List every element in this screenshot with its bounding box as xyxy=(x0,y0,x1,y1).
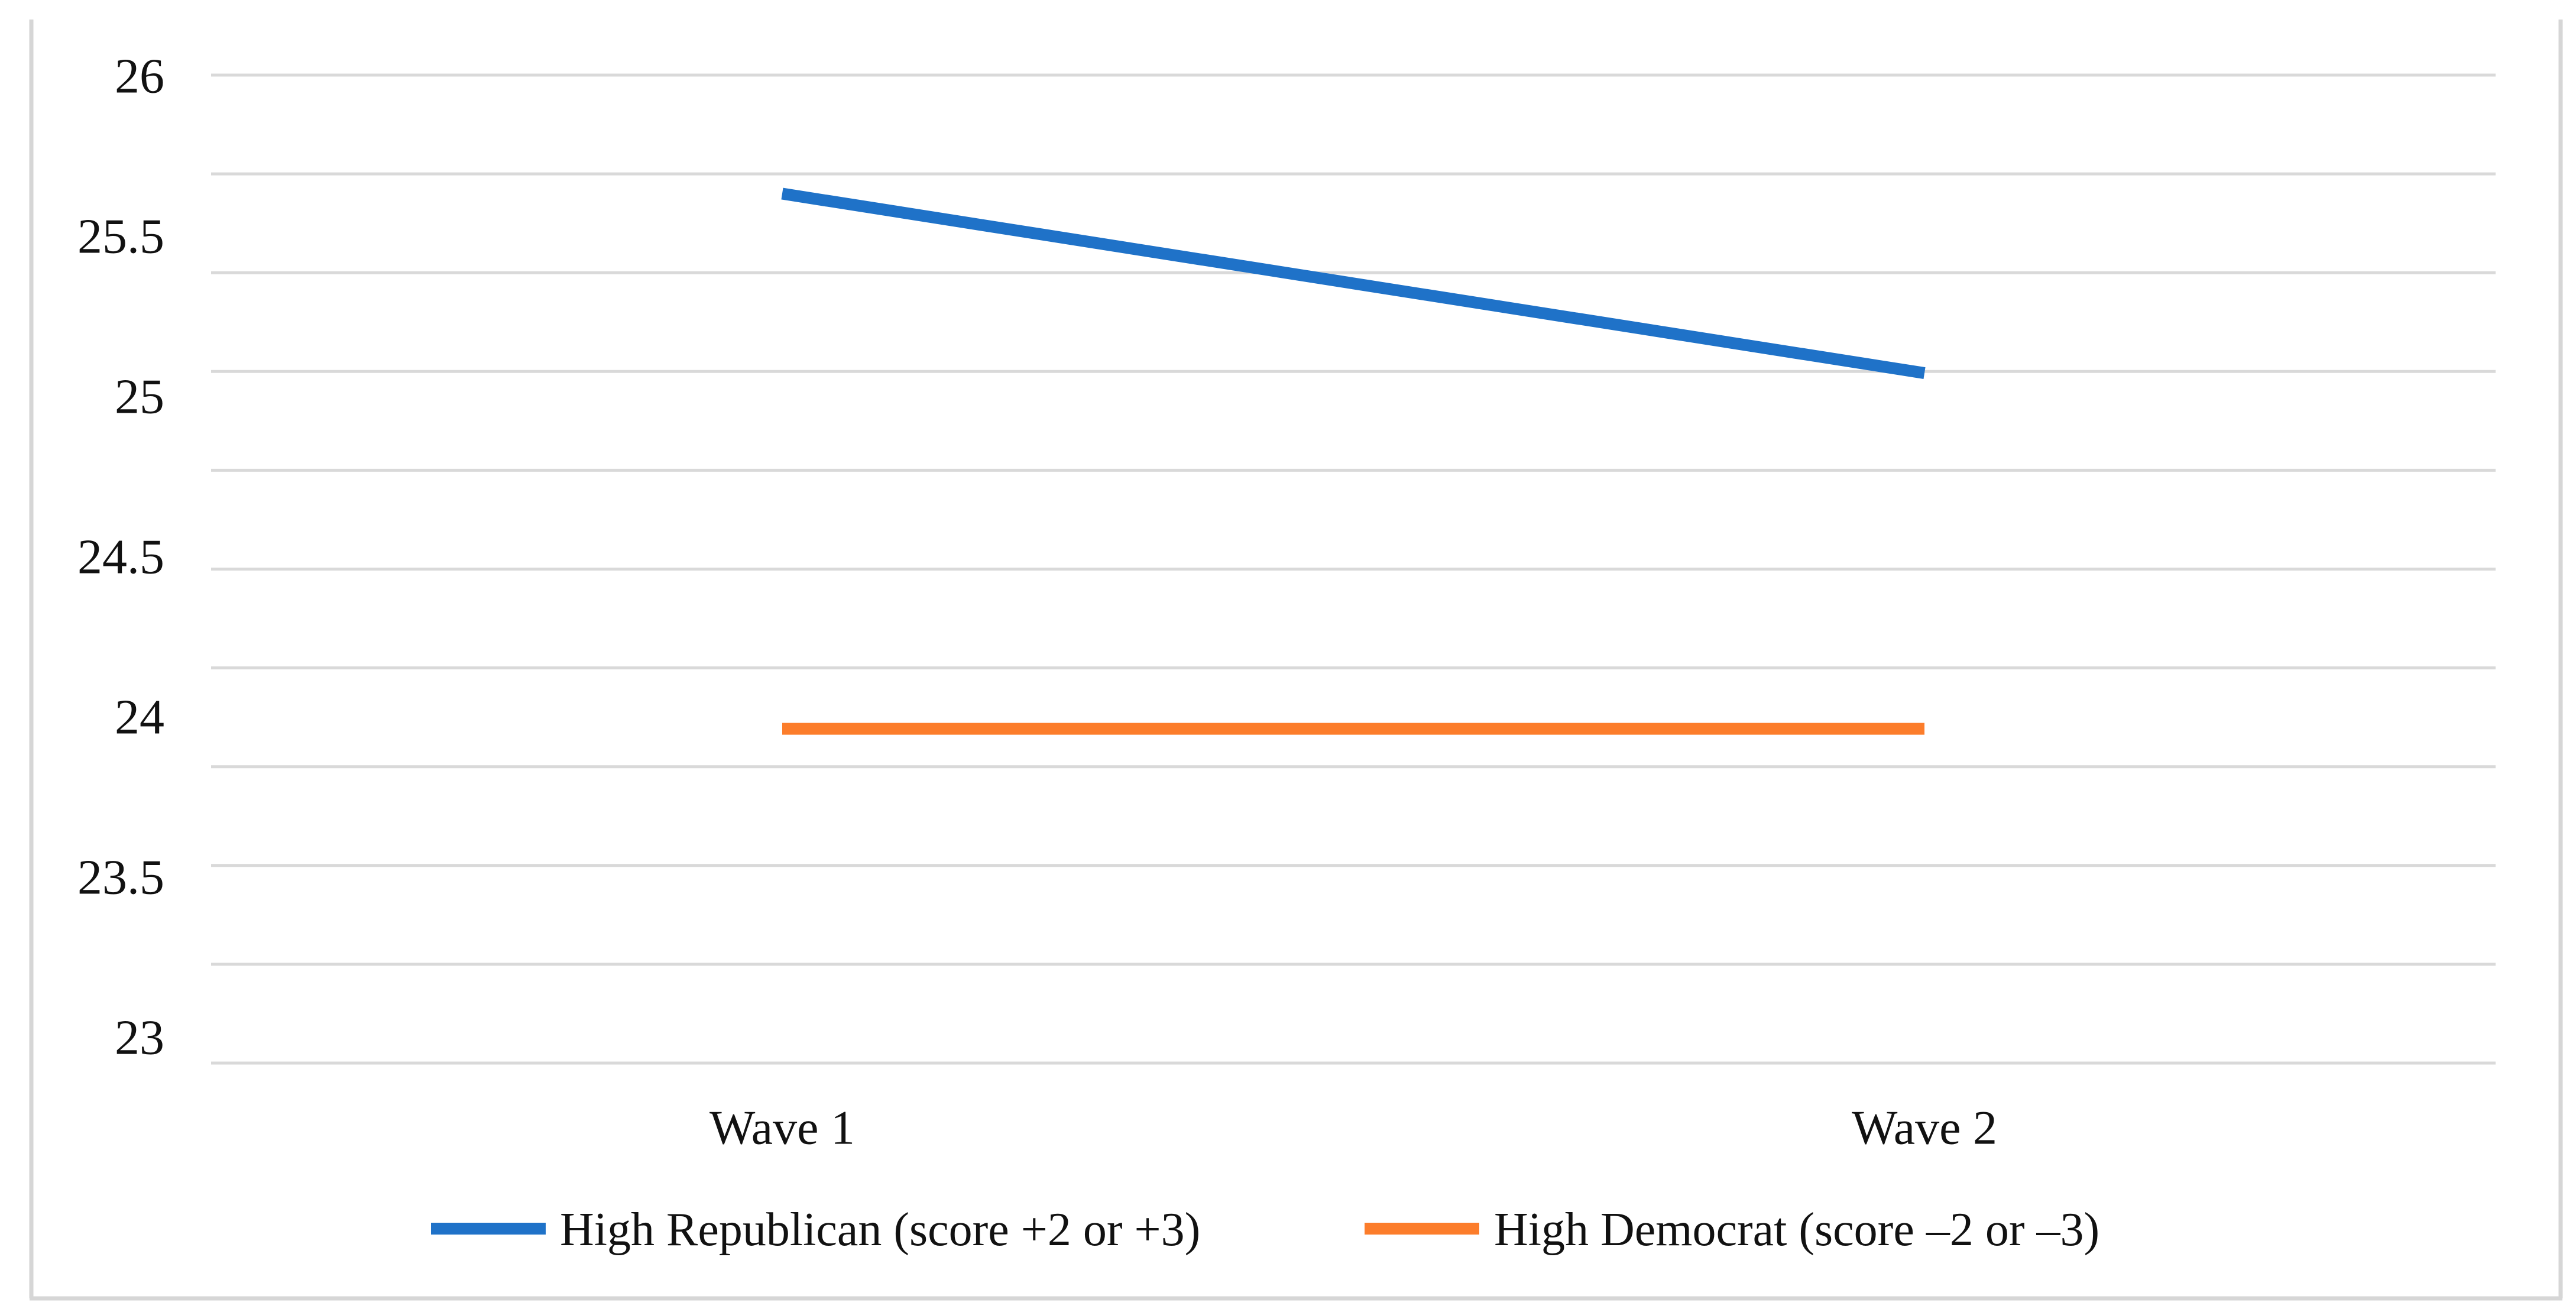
legend-swatch-republican xyxy=(431,1223,546,1235)
series-line-republican xyxy=(781,187,1926,379)
y-axis-tick-label: 25.5 xyxy=(77,209,164,264)
legend-label-republican: High Republican (score +2 or +3) xyxy=(560,1204,1200,1256)
y-axis-tick-label: 24.5 xyxy=(77,529,164,584)
x-axis-category-label: Wave 2 xyxy=(1852,1101,1997,1155)
y-axis-tick-label: 23 xyxy=(115,1010,164,1065)
x-axis-category-label: Wave 1 xyxy=(709,1101,855,1155)
y-axis-tick-label: 25 xyxy=(115,369,164,424)
y-axis-tick-label: 26 xyxy=(115,48,164,103)
legend-label-democrat: High Democrat (score –2 or –3) xyxy=(1494,1204,2099,1256)
legend-swatch-democrat xyxy=(1365,1223,1479,1235)
y-axis-tick-label: 23.5 xyxy=(77,850,164,905)
y-axis-tick-label: 24 xyxy=(115,689,164,744)
